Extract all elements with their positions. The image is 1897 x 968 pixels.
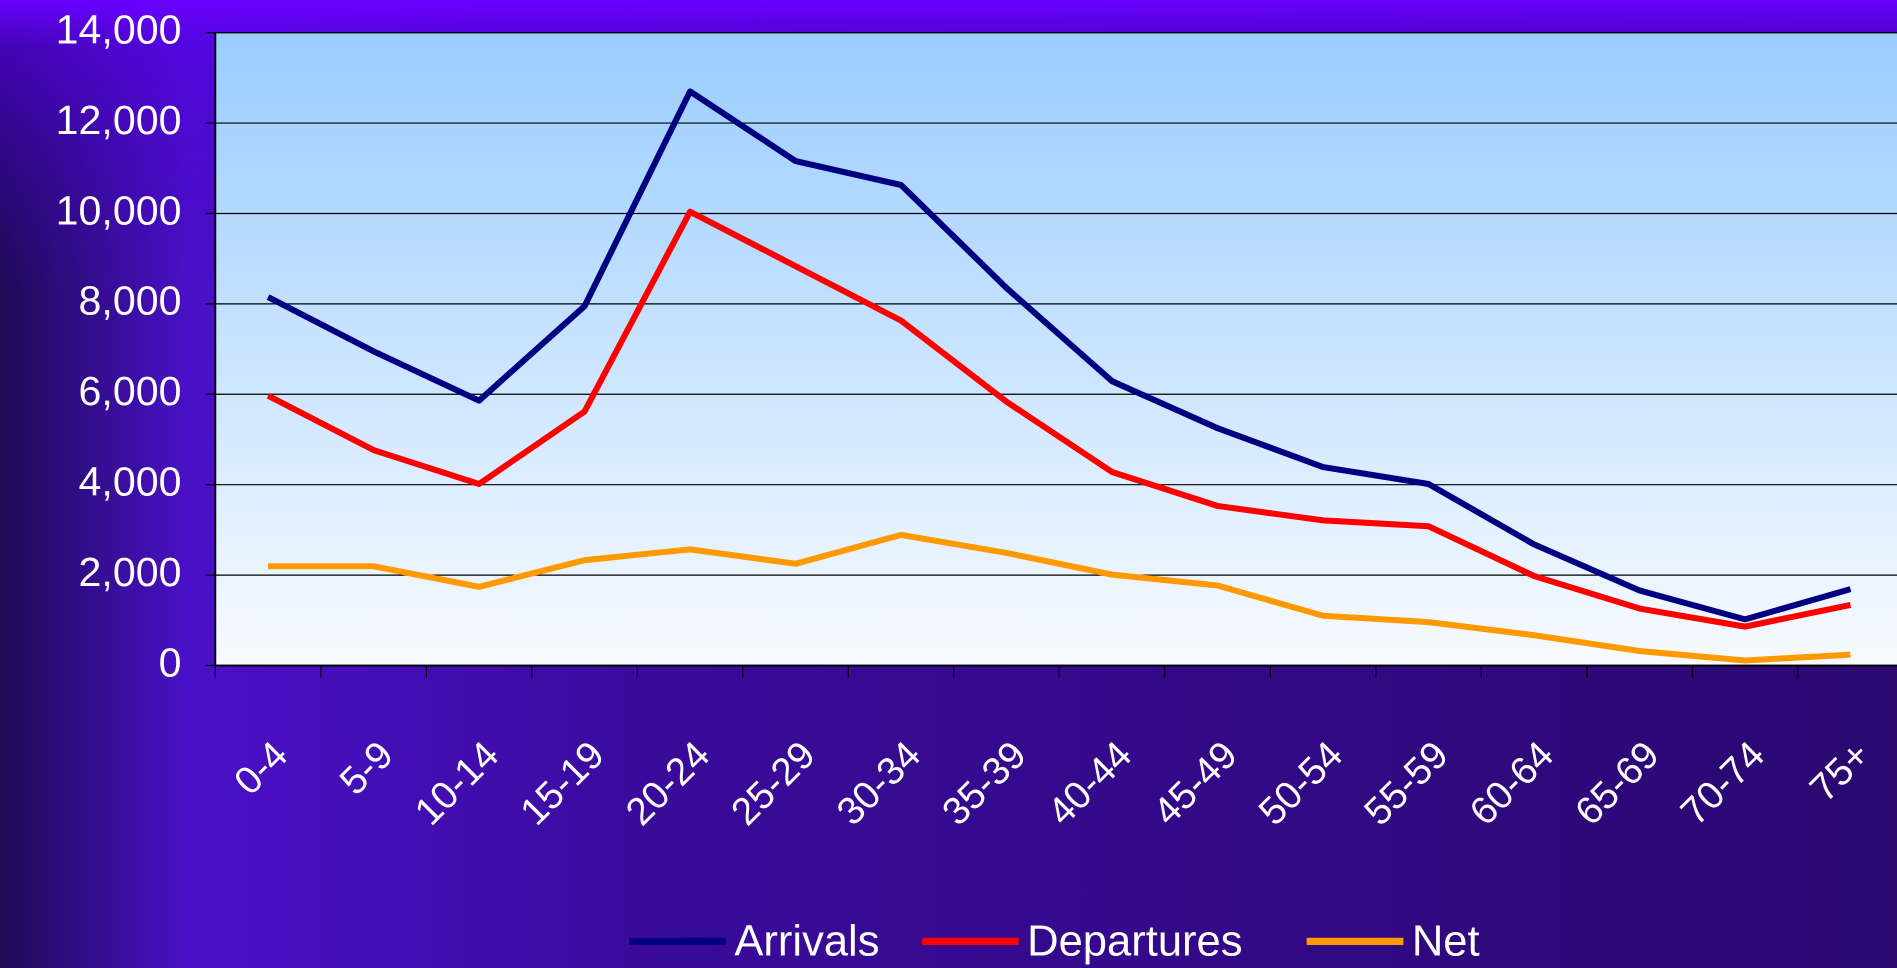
y-tick-label: 12,000 xyxy=(56,97,182,143)
y-tick-label: 4,000 xyxy=(79,459,182,505)
plot-area xyxy=(214,32,1897,667)
series-line xyxy=(266,88,1852,623)
y-tick-label: 8,000 xyxy=(79,278,182,324)
legend-label: Departures xyxy=(1027,917,1242,965)
y-tick-label: 10,000 xyxy=(56,187,182,233)
y-tick-label: 2,000 xyxy=(79,549,182,595)
y-tick-label: 6,000 xyxy=(79,368,182,414)
legend-label: Arrivals xyxy=(734,917,879,965)
legend-label: Net xyxy=(1412,917,1480,965)
y-tick-label: 0 xyxy=(159,639,182,685)
series-line xyxy=(266,208,1852,630)
series-line xyxy=(268,531,1851,664)
y-tick-label: 14,000 xyxy=(56,7,182,53)
